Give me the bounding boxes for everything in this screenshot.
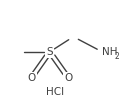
Text: O: O [64, 73, 72, 83]
Text: 2: 2 [115, 52, 119, 61]
Text: NH: NH [102, 47, 118, 57]
Text: HCl: HCl [46, 87, 64, 97]
Text: O: O [27, 73, 36, 83]
Text: S: S [47, 47, 53, 57]
